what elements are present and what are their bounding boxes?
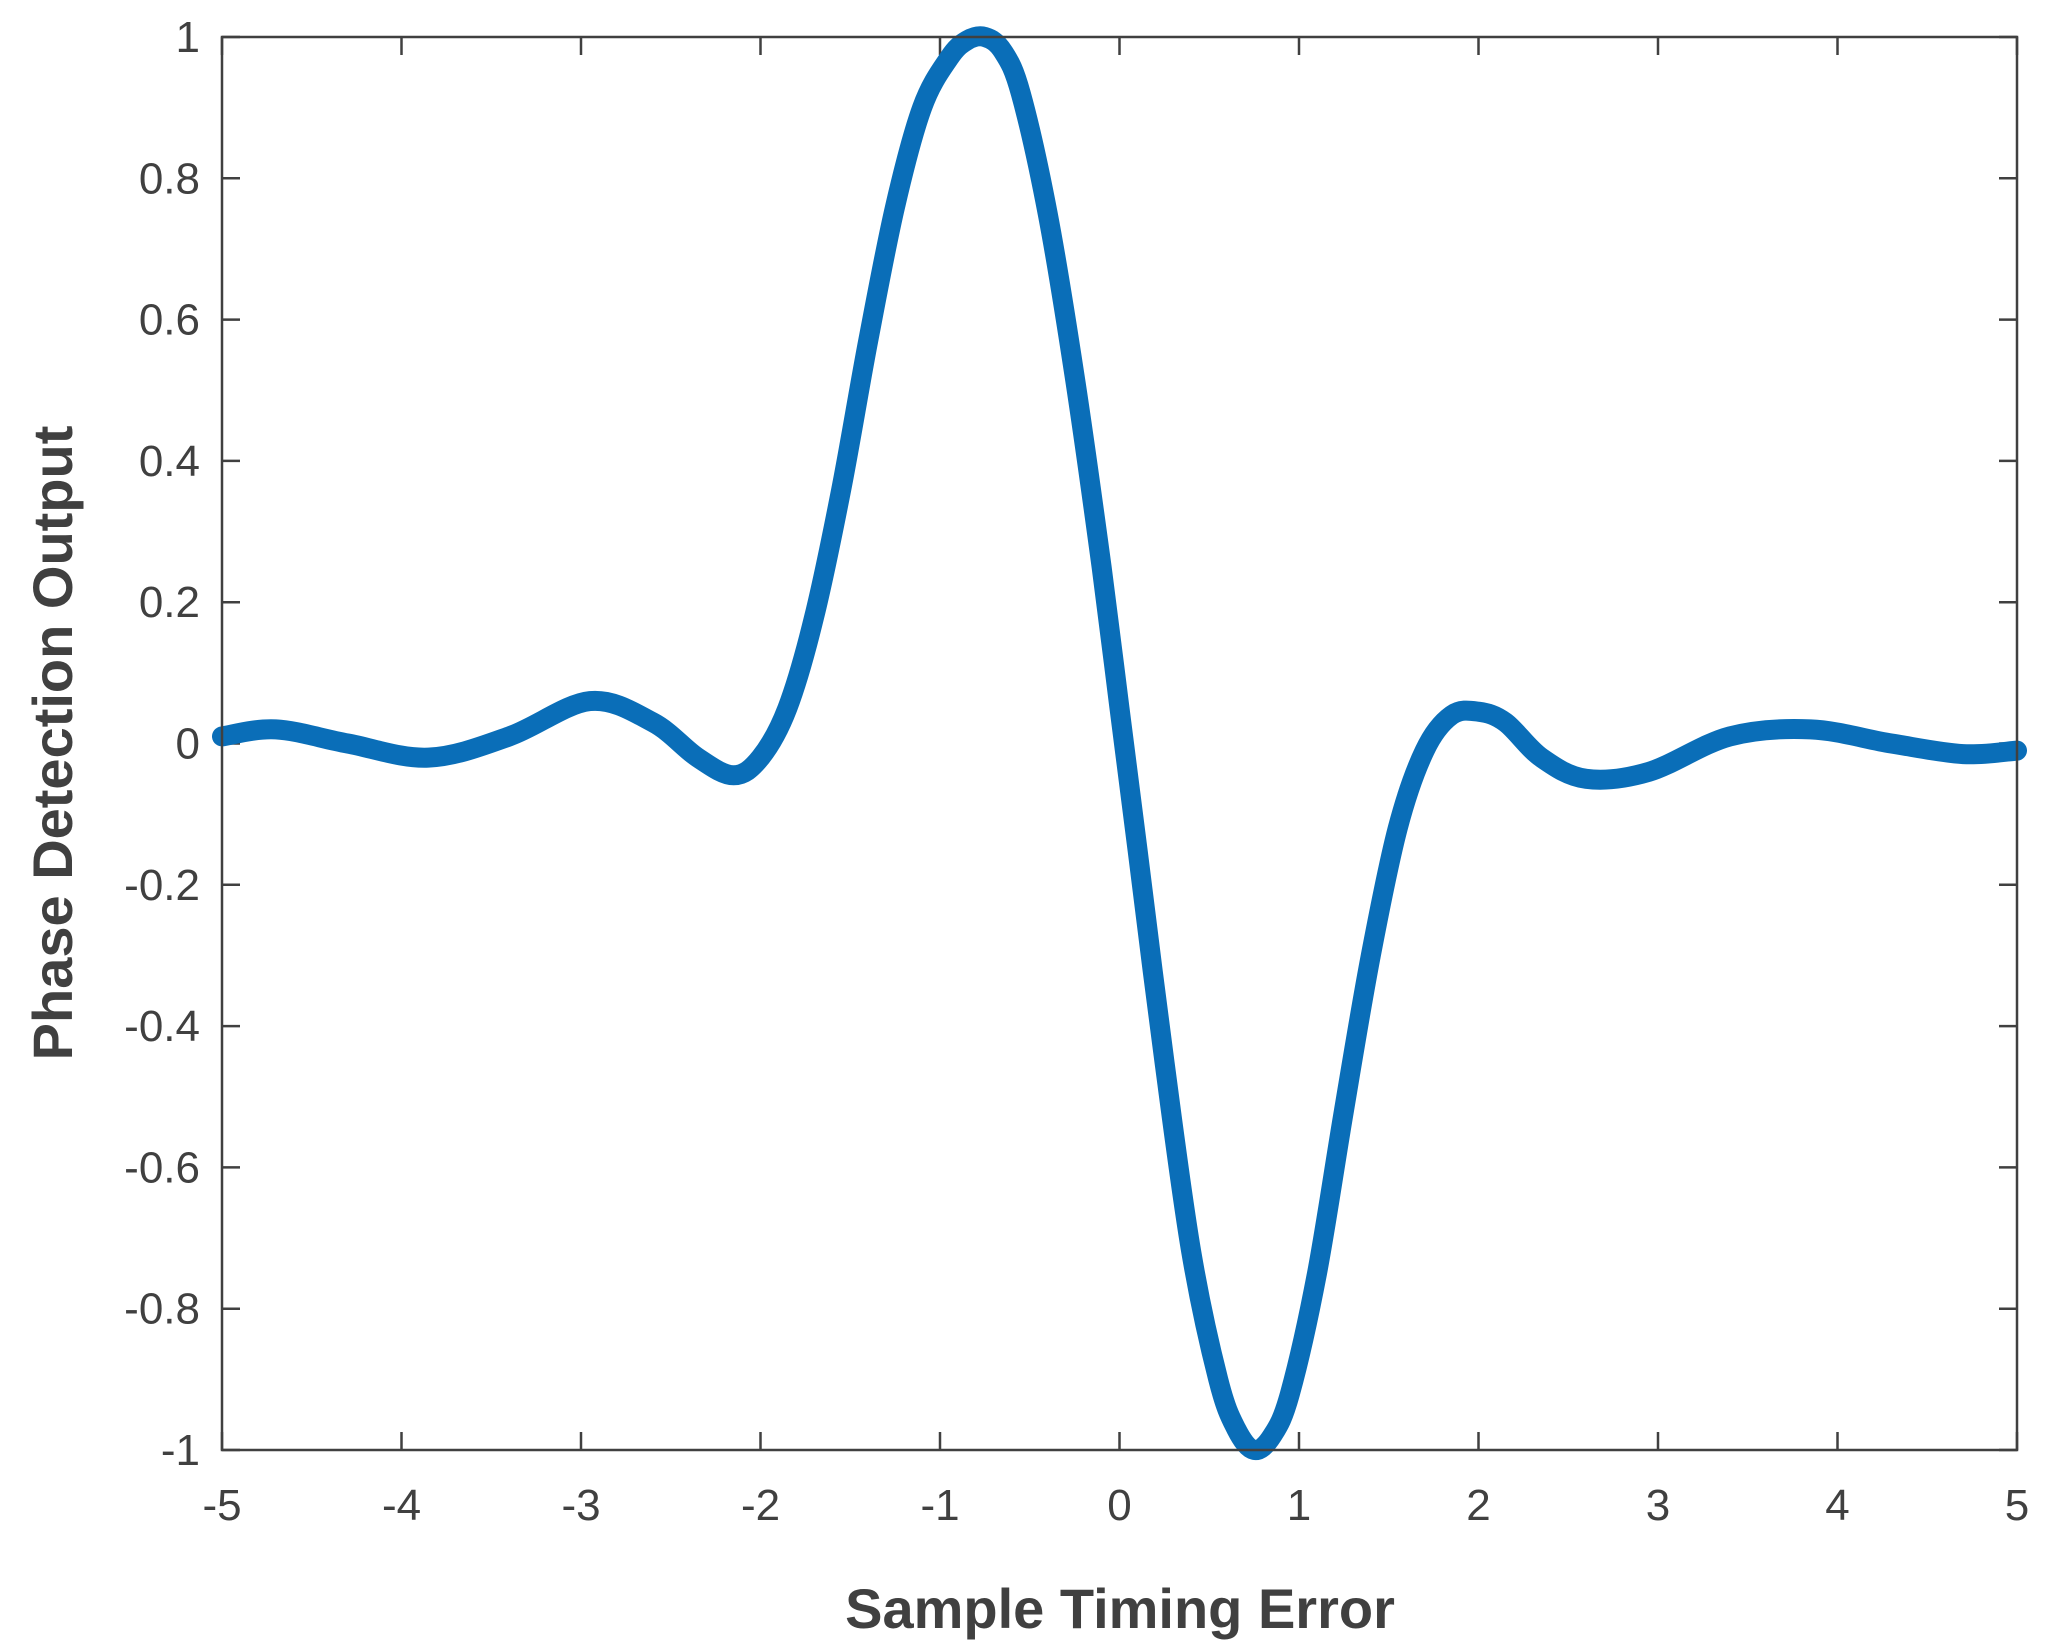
y-tick-label: 0.8: [139, 154, 200, 203]
x-tick-label: -3: [561, 1481, 600, 1530]
data-series: [212, 26, 2027, 1461]
x-tick-label: 3: [1646, 1481, 1670, 1530]
y-tick-label: -0.4: [124, 1002, 200, 1051]
y-tick-label: 0: [176, 720, 200, 769]
y-axis-label: Phase Detection Output: [21, 426, 84, 1061]
x-tick-label: -4: [382, 1481, 421, 1530]
y-tick-label: -1: [161, 1426, 200, 1475]
series-line-1: [212, 26, 2027, 1461]
y-tick-label: 1: [176, 13, 200, 62]
x-tick-label: -1: [920, 1481, 959, 1530]
x-tick-label: -2: [741, 1481, 780, 1530]
x-tick-label: 1: [1287, 1481, 1311, 1530]
x-tick-label: 4: [1825, 1481, 1849, 1530]
y-tick-label: 0.2: [139, 578, 200, 627]
x-tick-label: 5: [2005, 1481, 2029, 1530]
y-tick-label: -0.6: [124, 1143, 200, 1192]
y-tick-label: 0.6: [139, 296, 200, 345]
x-tick-label: -5: [202, 1481, 241, 1530]
x-tick-label: 0: [1107, 1481, 1131, 1530]
x-axis-label: Sample Timing Error: [845, 1577, 1395, 1640]
x-tick-label: 2: [1466, 1481, 1490, 1530]
tick-labels: -5 -4 -3 -2 -1 0 1 2 3 4 5 1 0.8 0.6 0.4 0.2 0 -0.2 -0.4 -0…: [124, 13, 2029, 1530]
plot-frame: [220, 35, 2019, 1452]
y-tick-label: 0.4: [139, 437, 200, 486]
y-tick-label: -0.8: [124, 1285, 200, 1334]
y-tick-label: -0.2: [124, 861, 200, 910]
